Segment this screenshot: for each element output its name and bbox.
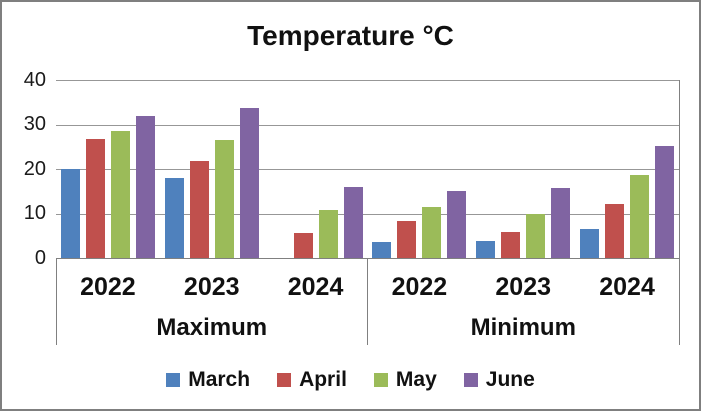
group-label-minimum: Minimum xyxy=(470,314,576,341)
group-label-row: Maximum Minimum xyxy=(56,312,679,344)
bar-minimum-2022-june xyxy=(447,191,467,258)
bar-minimum-2022-april xyxy=(397,220,417,258)
y-tick-label: 30 xyxy=(23,113,46,135)
category-divider-middle xyxy=(367,258,368,345)
legend-item-april: April xyxy=(277,369,347,391)
bar-maximum-2022-march xyxy=(60,169,80,258)
bar-minimum-2024-may xyxy=(630,174,650,258)
y-tick-label: 0 xyxy=(34,247,46,269)
y-tick-label: 20 xyxy=(23,158,46,180)
legend-label: April xyxy=(299,368,347,391)
bar-minimum-2024-march xyxy=(580,228,600,258)
bar-maximum-2023-april xyxy=(189,160,209,258)
bar-maximum-2024-may xyxy=(318,209,338,258)
year-label: 2024 xyxy=(287,273,344,301)
year-label: 2022 xyxy=(80,273,136,301)
legend-item-may: May xyxy=(373,368,437,391)
legend-label: March xyxy=(188,368,251,391)
bar-minimum-2024-april xyxy=(605,204,625,258)
bar-minimum-2022-may xyxy=(422,206,442,258)
year-label: 2024 xyxy=(599,273,655,301)
year-label: 2022 xyxy=(391,273,448,301)
gridline-40 xyxy=(56,80,679,81)
april-swatch-icon xyxy=(277,373,292,387)
bar-maximum-2023-march xyxy=(164,177,184,258)
gridline-30 xyxy=(56,124,679,126)
bar-maximum-2023-june xyxy=(239,107,259,258)
bar-minimum-2023-june xyxy=(551,187,571,258)
x-axis-line xyxy=(56,258,680,259)
bar-minimum-2023-march xyxy=(476,241,496,258)
chart-title: Temperature °C xyxy=(247,20,454,51)
bar-maximum-2022-june xyxy=(135,116,155,258)
year-label: 2023 xyxy=(183,273,240,301)
bar-maximum-2024-april xyxy=(293,232,313,258)
legend-item-june: June xyxy=(463,368,535,391)
june-swatch-icon xyxy=(463,373,478,387)
legend-label: June xyxy=(485,368,535,391)
category-divider-left xyxy=(56,258,57,345)
legend-label: May xyxy=(395,368,437,391)
year-label: 2023 xyxy=(495,273,552,301)
bar-maximum-2022-april xyxy=(85,139,105,258)
year-label-row: 2022 2023 2024 2022 2023 2024 xyxy=(56,270,679,304)
gridline-10 xyxy=(56,213,679,215)
category-divider-right / plot-right-frame xyxy=(679,80,680,345)
y-tick-label: 40 xyxy=(23,69,46,91)
group-label-maximum: Maximum xyxy=(156,314,268,341)
y-tick-label: 10 xyxy=(23,202,46,224)
bar-maximum-2024-june xyxy=(343,187,363,258)
bar-maximum-2022-may xyxy=(110,131,130,258)
bar-minimum-2023-may xyxy=(526,213,546,258)
march-swatch-icon xyxy=(166,373,181,387)
legend-item-march: March xyxy=(166,369,250,391)
bar-minimum-2022-march xyxy=(372,242,392,258)
bar-maximum-2023-may xyxy=(214,139,234,258)
gridline-20 xyxy=(56,169,679,170)
bar-minimum-2023-april xyxy=(501,231,521,258)
bar-minimum-2024-june xyxy=(655,145,675,258)
may-swatch-icon xyxy=(373,373,388,387)
legend: March April May June xyxy=(2,365,699,395)
plot-area xyxy=(56,80,679,258)
